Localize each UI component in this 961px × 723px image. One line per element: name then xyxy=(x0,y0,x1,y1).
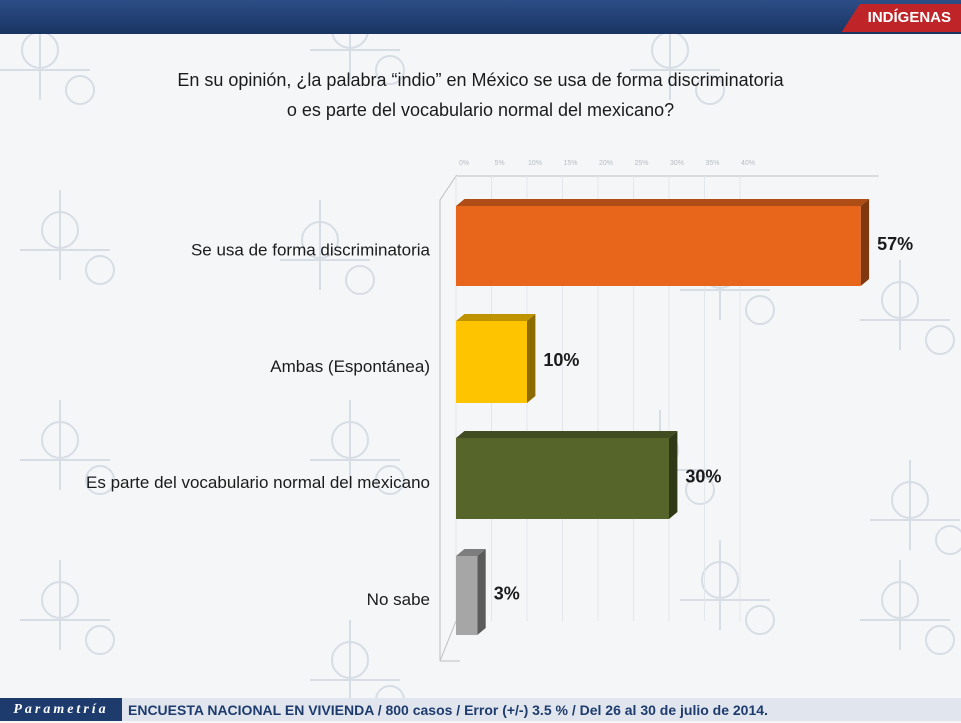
data-label: 57% xyxy=(877,234,913,254)
survey-note: ENCUESTA NACIONAL EN VIVIENDA / 800 caso… xyxy=(128,702,768,718)
question-line-2: o es parte del vocabulario normal del me… xyxy=(286,100,675,120)
axis-tick-label: 0% xyxy=(459,160,469,167)
top-banner xyxy=(0,0,961,34)
bar xyxy=(456,206,861,286)
axis-tick-label: 15% xyxy=(563,160,577,167)
plot-side-wall xyxy=(439,174,457,662)
axis-tick-label: 5% xyxy=(494,160,504,167)
question-line-1: En su opinión, ¿la palabra “indio” en Mé… xyxy=(177,70,784,90)
bar-top-face xyxy=(456,549,486,556)
category-label: No sabe xyxy=(367,590,430,609)
axis-tick-label: 10% xyxy=(528,160,542,167)
bar-side-face xyxy=(860,199,870,286)
bar-side-face xyxy=(669,431,678,519)
bar xyxy=(456,438,669,519)
bar-side-face xyxy=(527,314,536,403)
bar-top-face xyxy=(456,431,678,438)
axis-tick-label: 30% xyxy=(670,160,684,167)
data-label: 30% xyxy=(685,467,721,487)
bar-side-face xyxy=(477,549,486,635)
footer-logo: Parametría xyxy=(0,698,122,721)
bar xyxy=(456,556,478,635)
section-tab: INDÍGENAS xyxy=(841,4,961,32)
axis-tick-label: 40% xyxy=(741,160,755,167)
axis-tick-label: 35% xyxy=(705,160,719,167)
data-label: 3% xyxy=(494,583,520,603)
axis-tick-label: 20% xyxy=(599,160,613,167)
axis-tick-label: 25% xyxy=(634,160,648,167)
category-label: Se usa de forma discriminatoria xyxy=(191,241,431,260)
footer-bar: Parametría ENCUESTA NACIONAL EN VIVIENDA… xyxy=(0,698,961,721)
category-label: Ambas (Espontánea) xyxy=(270,357,430,376)
category-label: Es parte del vocabulario normal del mexi… xyxy=(86,473,430,492)
bar-top-face xyxy=(456,199,870,206)
bar-top-face xyxy=(456,314,536,321)
bar xyxy=(456,321,527,403)
data-label: 10% xyxy=(543,350,579,370)
